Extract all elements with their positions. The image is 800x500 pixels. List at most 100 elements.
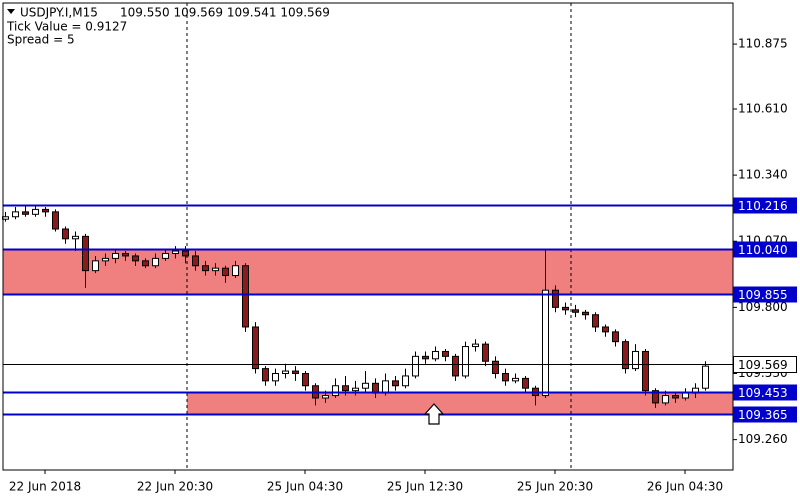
- arrow-icon: [423, 403, 445, 425]
- candle-body: [552, 289, 559, 308]
- current-price-box: [733, 356, 797, 373]
- candle-body: [422, 355, 429, 360]
- candle-body: [192, 255, 199, 267]
- candle-body: [282, 370, 289, 375]
- candle-body: [172, 250, 179, 254]
- candle-body: [452, 355, 459, 377]
- spread: Spread = 5: [7, 33, 75, 47]
- candle-body: [642, 350, 649, 392]
- candle-body: [382, 380, 389, 394]
- symbol: USDJPY.I,M15: [20, 6, 98, 20]
- candle-body: [702, 365, 709, 389]
- candle-body: [272, 373, 279, 382]
- x-tick-label: 22 Jun 20:30: [137, 480, 213, 494]
- x-tick-label: 25 Jun 20:30: [517, 480, 593, 494]
- candle-body: [512, 377, 519, 382]
- candle-body: [352, 387, 359, 392]
- candle-body: [242, 265, 249, 328]
- level-label: 110.216: [738, 199, 788, 213]
- candle-body: [562, 306, 569, 311]
- candle-body: [402, 375, 409, 387]
- candle-body: [262, 368, 269, 382]
- x-tick-label: 22 Jun 2018: [9, 480, 81, 494]
- zone: [187, 392, 733, 414]
- candle-body: [292, 370, 299, 375]
- candle-body: [112, 252, 119, 259]
- current-price-label: 109.569: [738, 358, 788, 372]
- level-label-box: [733, 286, 797, 303]
- candle-body: [32, 208, 39, 215]
- candles: [2, 204, 709, 408]
- candle-body: [22, 211, 29, 215]
- y-tick-label: 110.610: [738, 101, 788, 115]
- candle-body: [622, 341, 629, 370]
- menu-triangle: [7, 9, 15, 14]
- candle-body: [432, 350, 439, 360]
- y-tick-label: 110.875: [738, 37, 788, 51]
- level-label: 109.365: [738, 408, 788, 422]
- candle-body: [252, 326, 259, 370]
- y-tick-label: 109.800: [738, 300, 788, 314]
- candle-body: [482, 343, 489, 362]
- candle-body: [472, 343, 479, 348]
- candle-body: [592, 314, 599, 328]
- levels: [3, 204, 733, 416]
- level-label: 109.453: [738, 386, 788, 400]
- candle-body: [632, 350, 639, 370]
- candle-body: [72, 235, 79, 240]
- candle-body: [92, 260, 99, 272]
- candle-body: [102, 257, 109, 262]
- candle-body: [362, 382, 369, 389]
- candle-body: [62, 228, 69, 240]
- tick-value: Tick Value = 0.9127: [6, 20, 127, 34]
- candle-body: [502, 373, 509, 382]
- x-tick-label: 25 Jun 12:30: [387, 480, 463, 494]
- candle-body: [492, 360, 499, 375]
- plot-frame: [2, 2, 734, 471]
- candle-body: [142, 260, 149, 267]
- candle-body: [522, 377, 529, 389]
- candle-body: [322, 395, 329, 399]
- candle-body: [652, 390, 659, 404]
- candle-body: [12, 211, 19, 218]
- candle-body: [152, 257, 159, 267]
- candle-body: [572, 309, 579, 313]
- y-tick-label: 109.260: [738, 432, 788, 446]
- candle-body: [542, 289, 549, 397]
- candle-body: [672, 395, 679, 399]
- candle-body: [582, 311, 589, 316]
- candle-body: [682, 392, 689, 399]
- candle-body: [52, 211, 59, 230]
- candle-body: [332, 385, 339, 397]
- candle-body: [162, 252, 169, 259]
- candle-body: [342, 385, 349, 392]
- candle-body: [132, 255, 139, 262]
- candle-body: [42, 208, 49, 213]
- x-tick-label: 25 Jun 04:30: [267, 480, 343, 494]
- level-label: 110.040: [738, 243, 788, 257]
- candle-body: [612, 331, 619, 343]
- candle-body: [82, 235, 89, 272]
- candle-body: [392, 380, 399, 387]
- candle-body: [302, 373, 309, 387]
- candle-body: [232, 265, 239, 277]
- candle-body: [202, 265, 209, 272]
- quote: 109.550 109.569 109.541 109.569: [120, 6, 330, 20]
- candle-body: [462, 346, 469, 377]
- level-label-box: [733, 241, 797, 258]
- candle-body: [662, 395, 669, 404]
- level-label-box: [733, 197, 797, 214]
- level-label-box: [733, 384, 797, 401]
- axis: 110.875110.610110.340110.070109.800109.5…: [9, 37, 797, 494]
- candle-body: [122, 252, 129, 257]
- y-tick-label: 110.340: [738, 168, 788, 182]
- candle-body: [182, 250, 189, 257]
- level-label: 109.855: [738, 288, 788, 302]
- candle-body: [412, 355, 419, 377]
- x-tick-label: 26 Jun 04:30: [647, 480, 723, 494]
- candle-body: [602, 326, 609, 333]
- candle-body: [222, 267, 229, 277]
- candle-body: [212, 267, 219, 272]
- level-label-box: [733, 406, 797, 423]
